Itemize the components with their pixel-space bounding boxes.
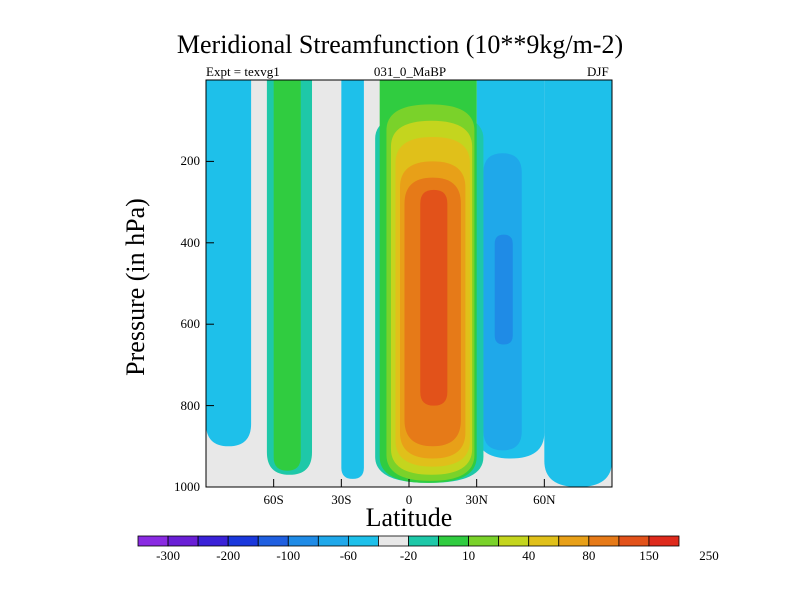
colorbar-label-1: -200	[216, 548, 241, 563]
x-tick-label-0: 60S	[263, 492, 284, 507]
contour-field-3	[494, 234, 513, 345]
experiment-label: Expt = texvg1	[206, 64, 280, 79]
colorbar-swatch-1	[167, 535, 199, 547]
colorbar-label-6: 40	[522, 548, 536, 563]
contour-field-15	[420, 189, 448, 406]
colorbar-swatch-6	[317, 535, 349, 547]
y-tick-label-2: 600	[180, 316, 201, 332]
contour-field-5	[206, 80, 252, 447]
contour-field-0	[544, 80, 612, 487]
y-tick-label-4: 1000	[174, 479, 200, 494]
y-tick-label-3: 800	[180, 397, 201, 413]
colorbar-swatch-17	[648, 535, 680, 547]
contour-field-4	[341, 80, 364, 479]
y-tick-label-1: 400	[180, 234, 201, 250]
colorbar-swatch-5	[287, 535, 319, 547]
colorbar-swatch-10	[438, 535, 470, 547]
chart-title: Meridional Streamfunction (10**9kg/m-2)	[176, 30, 624, 59]
colorbar-swatch-0	[137, 535, 169, 547]
colorbar-label-2: -100	[276, 548, 301, 563]
colorbar-swatch-4	[257, 535, 289, 547]
colorbar-label-4: -20	[399, 548, 418, 563]
x-tick-label-4: 60N	[533, 492, 556, 507]
x-axis-label: Latitude	[365, 503, 453, 532]
x-tick-label-2: 0	[405, 492, 413, 507]
axis-ticks	[206, 160, 545, 488]
colorbar-label-3: -60	[339, 548, 358, 563]
colorbar-swatch-2	[197, 535, 229, 547]
contour-field-7	[273, 80, 301, 471]
season-label: DJF	[587, 64, 609, 79]
colorbar-swatch-12	[498, 535, 530, 547]
y-axis-label: Pressure (in hPa)	[121, 198, 150, 376]
colorbar-swatch-11	[468, 535, 500, 547]
colorbar-swatch-3	[227, 535, 259, 547]
run-label: 031_0_MaBP	[373, 64, 447, 79]
colorbar-swatch-7	[347, 535, 379, 547]
x-tick-label-3: 30N	[465, 492, 488, 507]
colorbar-swatch-8	[378, 535, 409, 547]
y-tick-label-0: 200	[180, 153, 201, 169]
colorbar-swatch-13	[528, 535, 560, 547]
x-tick-label-1: 30S	[331, 492, 352, 507]
colorbar-label-9: 250	[699, 548, 719, 563]
colorbar-swatch-16	[618, 535, 650, 547]
colorbar-label-7: 80	[582, 548, 596, 563]
colorbar-swatch-15	[588, 535, 620, 547]
colorbar-swatch-14	[558, 535, 590, 547]
colorbar-label-8: 150	[639, 548, 659, 563]
contour-fields	[206, 80, 612, 487]
colorbar-swatch-9	[408, 535, 439, 547]
colorbar-label-0: -300	[156, 548, 180, 563]
colorbar	[137, 535, 680, 547]
colorbar-label-5: 10	[462, 548, 476, 563]
